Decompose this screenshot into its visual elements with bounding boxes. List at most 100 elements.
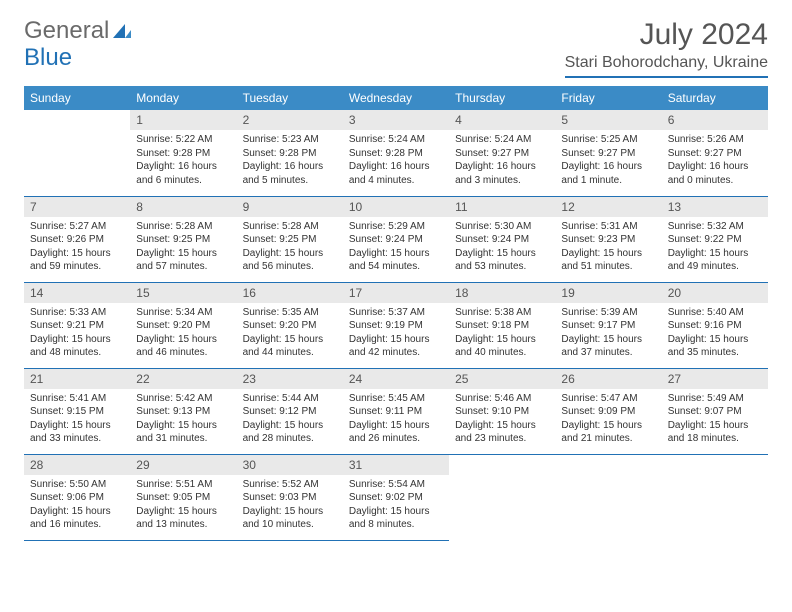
calendar-table: SundayMondayTuesdayWednesdayThursdayFrid… (24, 86, 768, 541)
day-number: 5 (555, 110, 661, 130)
day-details: Sunrise: 5:29 AMSunset: 9:24 PMDaylight:… (343, 217, 449, 280)
day-cell-7: 7Sunrise: 5:27 AMSunset: 9:26 PMDaylight… (24, 196, 130, 282)
calendar-row: 21Sunrise: 5:41 AMSunset: 9:15 PMDayligh… (24, 368, 768, 454)
day-number: 15 (130, 283, 236, 303)
day-cell-19: 19Sunrise: 5:39 AMSunset: 9:17 PMDayligh… (555, 282, 661, 368)
day-number: 17 (343, 283, 449, 303)
day-cell-24: 24Sunrise: 5:45 AMSunset: 9:11 PMDayligh… (343, 368, 449, 454)
day-cell-14: 14Sunrise: 5:33 AMSunset: 9:21 PMDayligh… (24, 282, 130, 368)
day-cell-2: 2Sunrise: 5:23 AMSunset: 9:28 PMDaylight… (237, 110, 343, 196)
day-details: Sunrise: 5:41 AMSunset: 9:15 PMDaylight:… (24, 389, 130, 452)
day-number: 16 (237, 283, 343, 303)
day-cell-17: 17Sunrise: 5:37 AMSunset: 9:19 PMDayligh… (343, 282, 449, 368)
day-number: 20 (662, 283, 768, 303)
day-details: Sunrise: 5:45 AMSunset: 9:11 PMDaylight:… (343, 389, 449, 452)
day-number: 3 (343, 110, 449, 130)
day-details: Sunrise: 5:39 AMSunset: 9:17 PMDaylight:… (555, 303, 661, 366)
day-number: 8 (130, 197, 236, 217)
day-details: Sunrise: 5:28 AMSunset: 9:25 PMDaylight:… (237, 217, 343, 280)
day-cell-10: 10Sunrise: 5:29 AMSunset: 9:24 PMDayligh… (343, 196, 449, 282)
day-details: Sunrise: 5:50 AMSunset: 9:06 PMDaylight:… (24, 475, 130, 538)
dow-sunday: Sunday (24, 86, 130, 110)
day-cell-25: 25Sunrise: 5:46 AMSunset: 9:10 PMDayligh… (449, 368, 555, 454)
day-cell-30: 30Sunrise: 5:52 AMSunset: 9:03 PMDayligh… (237, 454, 343, 540)
day-number: 28 (24, 455, 130, 475)
day-details: Sunrise: 5:24 AMSunset: 9:27 PMDaylight:… (449, 130, 555, 193)
dow-row: SundayMondayTuesdayWednesdayThursdayFrid… (24, 86, 768, 110)
day-cell-5: 5Sunrise: 5:25 AMSunset: 9:27 PMDaylight… (555, 110, 661, 196)
day-cell-28: 28Sunrise: 5:50 AMSunset: 9:06 PMDayligh… (24, 454, 130, 540)
day-details: Sunrise: 5:35 AMSunset: 9:20 PMDaylight:… (237, 303, 343, 366)
day-number: 10 (343, 197, 449, 217)
day-details: Sunrise: 5:22 AMSunset: 9:28 PMDaylight:… (130, 130, 236, 193)
day-number: 13 (662, 197, 768, 217)
day-number: 25 (449, 369, 555, 389)
day-details: Sunrise: 5:28 AMSunset: 9:25 PMDaylight:… (130, 217, 236, 280)
day-details: Sunrise: 5:34 AMSunset: 9:20 PMDaylight:… (130, 303, 236, 366)
title-block: July 2024 Stari Bohorodchany, Ukraine (565, 18, 768, 78)
location: Stari Bohorodchany, Ukraine (565, 54, 768, 78)
day-details: Sunrise: 5:24 AMSunset: 9:28 PMDaylight:… (343, 130, 449, 193)
day-details: Sunrise: 5:27 AMSunset: 9:26 PMDaylight:… (24, 217, 130, 280)
day-details: Sunrise: 5:32 AMSunset: 9:22 PMDaylight:… (662, 217, 768, 280)
day-number: 22 (130, 369, 236, 389)
day-cell-empty (24, 110, 130, 196)
header: GeneralBlue July 2024 Stari Bohorodchany… (24, 18, 768, 78)
day-cell-15: 15Sunrise: 5:34 AMSunset: 9:20 PMDayligh… (130, 282, 236, 368)
day-details: Sunrise: 5:49 AMSunset: 9:07 PMDaylight:… (662, 389, 768, 452)
dow-saturday: Saturday (662, 86, 768, 110)
day-cell-23: 23Sunrise: 5:44 AMSunset: 9:12 PMDayligh… (237, 368, 343, 454)
day-details: Sunrise: 5:40 AMSunset: 9:16 PMDaylight:… (662, 303, 768, 366)
day-details: Sunrise: 5:23 AMSunset: 9:28 PMDaylight:… (237, 130, 343, 193)
calendar-row: 1Sunrise: 5:22 AMSunset: 9:28 PMDaylight… (24, 110, 768, 196)
day-details: Sunrise: 5:42 AMSunset: 9:13 PMDaylight:… (130, 389, 236, 452)
dow-thursday: Thursday (449, 86, 555, 110)
logo-text-general: General (24, 17, 109, 44)
logo: GeneralBlue (24, 18, 133, 70)
day-details: Sunrise: 5:26 AMSunset: 9:27 PMDaylight:… (662, 130, 768, 193)
day-number: 30 (237, 455, 343, 475)
day-number: 12 (555, 197, 661, 217)
day-number: 21 (24, 369, 130, 389)
day-number: 18 (449, 283, 555, 303)
logo-sail-icon (111, 20, 133, 45)
day-number: 26 (555, 369, 661, 389)
day-cell-27: 27Sunrise: 5:49 AMSunset: 9:07 PMDayligh… (662, 368, 768, 454)
day-details: Sunrise: 5:47 AMSunset: 9:09 PMDaylight:… (555, 389, 661, 452)
day-details: Sunrise: 5:25 AMSunset: 9:27 PMDaylight:… (555, 130, 661, 193)
day-details: Sunrise: 5:46 AMSunset: 9:10 PMDaylight:… (449, 389, 555, 452)
day-details: Sunrise: 5:30 AMSunset: 9:24 PMDaylight:… (449, 217, 555, 280)
day-number: 29 (130, 455, 236, 475)
day-cell-20: 20Sunrise: 5:40 AMSunset: 9:16 PMDayligh… (662, 282, 768, 368)
day-number: 24 (343, 369, 449, 389)
day-cell-4: 4Sunrise: 5:24 AMSunset: 9:27 PMDaylight… (449, 110, 555, 196)
day-cell-21: 21Sunrise: 5:41 AMSunset: 9:15 PMDayligh… (24, 368, 130, 454)
day-details: Sunrise: 5:31 AMSunset: 9:23 PMDaylight:… (555, 217, 661, 280)
day-cell-18: 18Sunrise: 5:38 AMSunset: 9:18 PMDayligh… (449, 282, 555, 368)
day-cell-22: 22Sunrise: 5:42 AMSunset: 9:13 PMDayligh… (130, 368, 236, 454)
dow-monday: Monday (130, 86, 236, 110)
calendar-row: 28Sunrise: 5:50 AMSunset: 9:06 PMDayligh… (24, 454, 768, 540)
day-cell-31: 31Sunrise: 5:54 AMSunset: 9:02 PMDayligh… (343, 454, 449, 540)
day-number: 31 (343, 455, 449, 475)
day-number: 11 (449, 197, 555, 217)
day-number: 6 (662, 110, 768, 130)
day-details: Sunrise: 5:33 AMSunset: 9:21 PMDaylight:… (24, 303, 130, 366)
day-cell-9: 9Sunrise: 5:28 AMSunset: 9:25 PMDaylight… (237, 196, 343, 282)
day-cell-empty (449, 454, 555, 540)
day-details: Sunrise: 5:37 AMSunset: 9:19 PMDaylight:… (343, 303, 449, 366)
day-number: 9 (237, 197, 343, 217)
day-number: 2 (237, 110, 343, 130)
day-number: 7 (24, 197, 130, 217)
calendar-row: 14Sunrise: 5:33 AMSunset: 9:21 PMDayligh… (24, 282, 768, 368)
day-cell-3: 3Sunrise: 5:24 AMSunset: 9:28 PMDaylight… (343, 110, 449, 196)
day-cell-29: 29Sunrise: 5:51 AMSunset: 9:05 PMDayligh… (130, 454, 236, 540)
day-number: 1 (130, 110, 236, 130)
dow-friday: Friday (555, 86, 661, 110)
day-number: 4 (449, 110, 555, 130)
month-title: July 2024 (565, 18, 768, 52)
day-cell-empty (555, 454, 661, 540)
day-details: Sunrise: 5:54 AMSunset: 9:02 PMDaylight:… (343, 475, 449, 538)
day-cell-13: 13Sunrise: 5:32 AMSunset: 9:22 PMDayligh… (662, 196, 768, 282)
logo-text-blue: Blue (24, 44, 72, 71)
